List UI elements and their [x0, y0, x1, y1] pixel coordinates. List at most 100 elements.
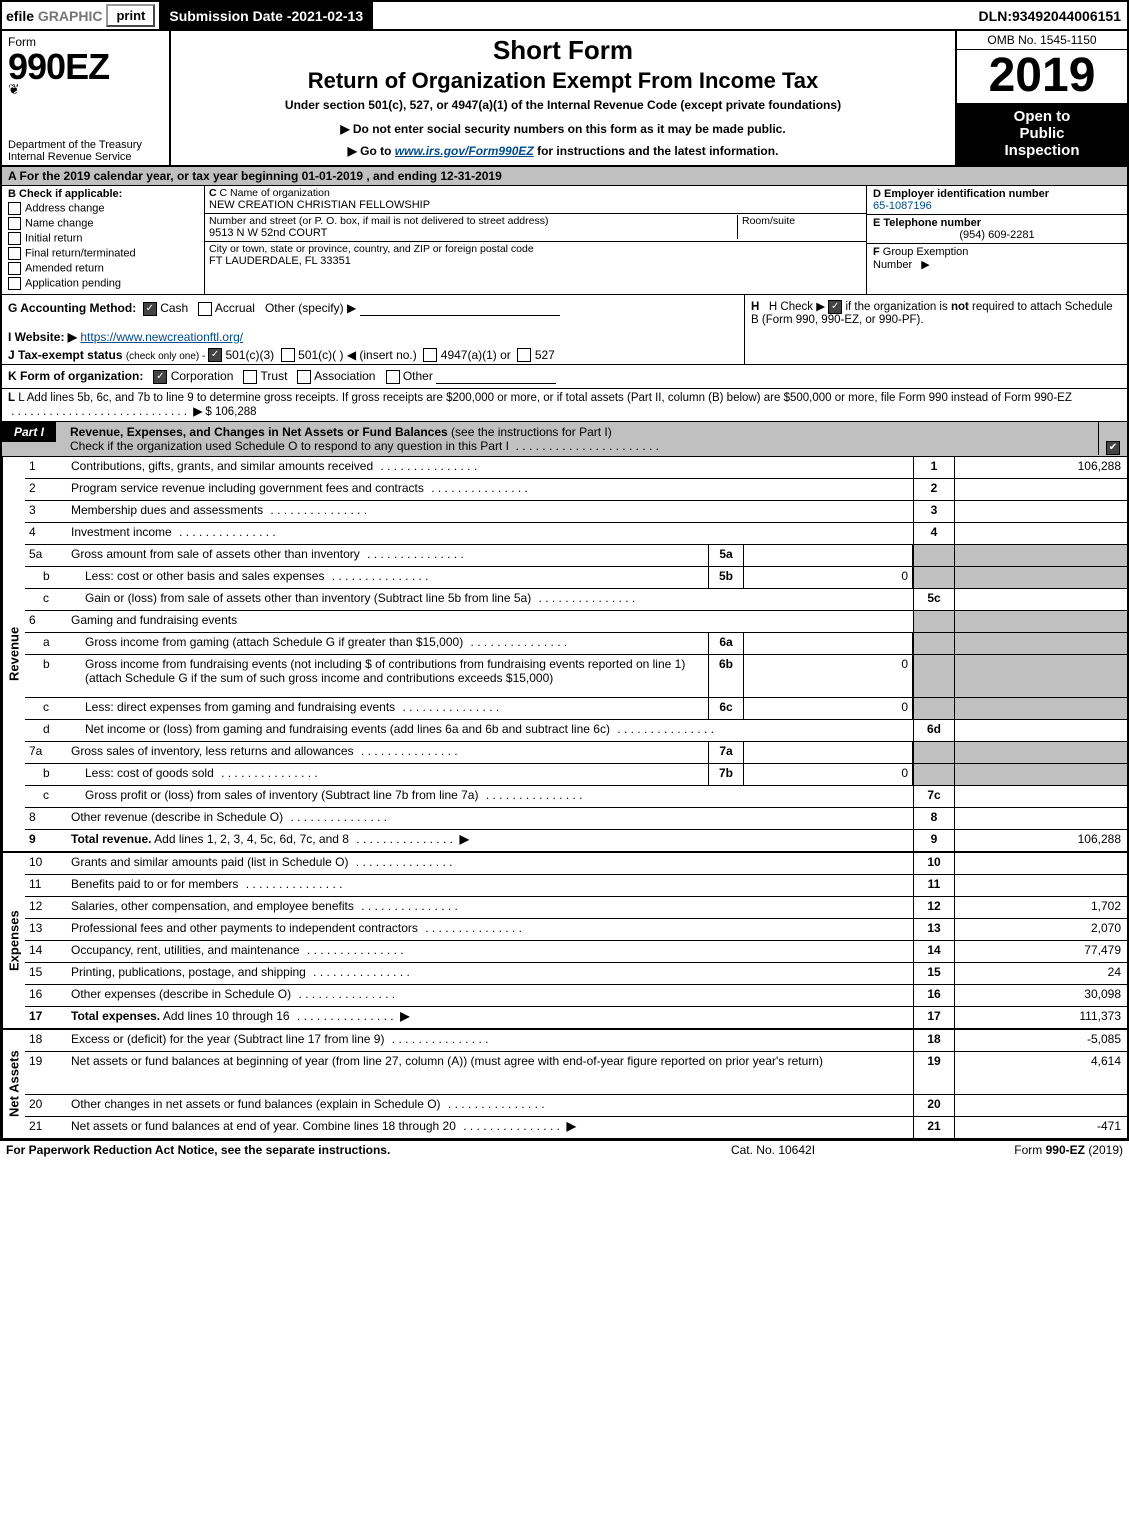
line-row: 16Other expenses (describe in Schedule O… [25, 985, 1127, 1007]
k-other-checkbox[interactable] [386, 370, 400, 384]
b-option[interactable]: Amended return [8, 262, 198, 275]
line-number: 18 [25, 1030, 69, 1051]
line-number: 19 [25, 1052, 69, 1094]
goto-link[interactable]: www.irs.gov/Form990EZ [395, 144, 534, 158]
line-ref: 7c [913, 786, 954, 807]
line-number: 9 [25, 830, 69, 851]
b-heading: B Check if applicable: [8, 188, 198, 200]
line-number: 12 [25, 897, 69, 918]
inline-value: 0 [744, 567, 913, 588]
part1-title: Revenue, Expenses, and Changes in Net As… [70, 425, 448, 439]
line-description: Contributions, gifts, grants, and simila… [69, 457, 913, 478]
omb-number: OMB No. 1545-1150 [957, 31, 1127, 50]
b-option[interactable]: Initial return [8, 232, 198, 245]
footer-right-bold: 990-EZ [1046, 1143, 1085, 1157]
inline-amount-box: 5b0 [708, 567, 913, 588]
line-row: cGain or (loss) from sale of assets othe… [25, 589, 1127, 611]
address-cell: Number and street (or P. O. box, if mail… [205, 214, 866, 242]
line-row: 21Net assets or fund balances at end of … [25, 1117, 1127, 1138]
line-description: Excess or (deficit) for the year (Subtra… [69, 1030, 913, 1051]
b-head-text: B Check if applicable: [8, 188, 122, 200]
gh-row: G Accounting Method: ✓ Cash Accrual Othe… [2, 295, 1127, 366]
b-option[interactable]: Application pending [8, 277, 198, 290]
line-description: Less: direct expenses from gaming and fu… [83, 698, 708, 719]
j-501c3-checkbox-checked[interactable]: ✓ [208, 348, 222, 362]
line-amount-shaded [954, 698, 1127, 719]
line-row: 12Salaries, other compensation, and empl… [25, 897, 1127, 919]
open-line1: Open to [959, 108, 1125, 125]
e-heading: E Telephone number [873, 217, 1121, 229]
inline-amount-box: 6b0 [708, 655, 913, 697]
inline-amount-box: 5a [708, 545, 913, 566]
line-ref-shaded [913, 611, 954, 632]
line-row: bLess: cost or other basis and sales exp… [25, 567, 1127, 589]
line-ref-shaded [913, 764, 954, 785]
line-row: cLess: direct expenses from gaming and f… [25, 698, 1127, 720]
line-description: Net assets or fund balances at end of ye… [69, 1117, 913, 1138]
line-amount [954, 808, 1127, 829]
line-row: 13Professional fees and other payments t… [25, 919, 1127, 941]
column-b: B Check if applicable: Address change Nam… [2, 186, 205, 294]
line-ref: 18 [913, 1030, 954, 1051]
part1-check-label: Check if the organization used Schedule … [70, 439, 509, 453]
line-number: b [25, 764, 83, 785]
line-row: 9Total revenue. Add lines 1, 2, 3, 4, 5c… [25, 830, 1127, 851]
line-row: 2Program service revenue including gover… [25, 479, 1127, 501]
tax-year: 2019 [957, 50, 1127, 104]
expenses-section: Expenses 10Grants and similar amounts pa… [2, 851, 1127, 1028]
b-option[interactable]: Address change [8, 202, 198, 215]
city-label: City or town, state or province, country… [209, 243, 862, 255]
line-number: 11 [25, 875, 69, 896]
k-assoc-checkbox[interactable] [297, 370, 311, 384]
website-link[interactable]: https://www.newcreationftl.org/ [80, 330, 243, 344]
line-description: Other changes in net assets or fund bala… [69, 1095, 913, 1116]
title-left: Form 990EZ ❦ Department of the Treasury … [2, 31, 171, 165]
column-de: D Employer identification number 65-1087… [866, 186, 1127, 294]
line-description: Less: cost or other basis and sales expe… [83, 567, 708, 588]
inline-value: 0 [744, 655, 913, 697]
form-container: efile GRAPHIC print Submission Date - 20… [0, 0, 1129, 1140]
line-amount [954, 479, 1127, 500]
line-description: Other expenses (describe in Schedule O) … [69, 985, 913, 1006]
part1-header: Part I Revenue, Expenses, and Changes in… [2, 422, 1127, 457]
line-number: 21 [25, 1117, 69, 1138]
line-number: c [25, 698, 83, 719]
line-description: Printing, publications, postage, and shi… [69, 963, 913, 984]
inline-label: 5a [709, 545, 744, 566]
j-527-checkbox[interactable] [517, 348, 531, 362]
expense-lines: 10Grants and similar amounts paid (list … [25, 853, 1127, 1028]
dln-label: DLN: [979, 8, 1012, 24]
line-amount: 24 [954, 963, 1127, 984]
title-right: OMB No. 1545-1150 2019 Open to Public In… [957, 31, 1127, 165]
line-description: Gaming and fundraising events [69, 611, 913, 632]
k-o3: Association [314, 369, 375, 383]
print-button[interactable]: print [106, 4, 155, 27]
b-option[interactable]: Name change [8, 217, 198, 230]
k-corp-checkbox-checked[interactable]: ✓ [153, 370, 167, 384]
b-option[interactable]: Final return/terminated [8, 247, 198, 260]
part1-checkbox-checked[interactable]: ✔ [1106, 441, 1120, 455]
inline-value [744, 633, 913, 654]
g-other-fill[interactable] [360, 315, 560, 316]
inline-amount-box: 6a [708, 633, 913, 654]
department-text: Department of the Treasury Internal Reve… [8, 139, 163, 163]
line-row: 8Other revenue (describe in Schedule O) … [25, 808, 1127, 830]
j-4947-checkbox[interactable] [423, 348, 437, 362]
footer-right-post: (2019) [1088, 1143, 1123, 1157]
netassets-vtab: Net Assets [2, 1030, 25, 1138]
k-trust-checkbox[interactable] [243, 370, 257, 384]
checkbox-icon [8, 277, 21, 290]
line-ref: 4 [913, 523, 954, 544]
cash-checkbox-checked[interactable]: ✓ [143, 302, 157, 316]
k-other-fill[interactable] [436, 383, 556, 384]
line-number: 16 [25, 985, 69, 1006]
j-501c-checkbox[interactable] [281, 348, 295, 362]
dept-line1: Department of the Treasury [8, 139, 142, 151]
h-checkbox-checked[interactable]: ✓ [828, 300, 842, 314]
line-row: cGross profit or (loss) from sales of in… [25, 786, 1127, 808]
accrual-checkbox[interactable] [198, 302, 212, 316]
submission-label: Submission Date - [169, 8, 291, 24]
efile-link[interactable]: efile GRAPHIC [6, 8, 102, 24]
line-amount [954, 589, 1127, 610]
line-ref: 8 [913, 808, 954, 829]
